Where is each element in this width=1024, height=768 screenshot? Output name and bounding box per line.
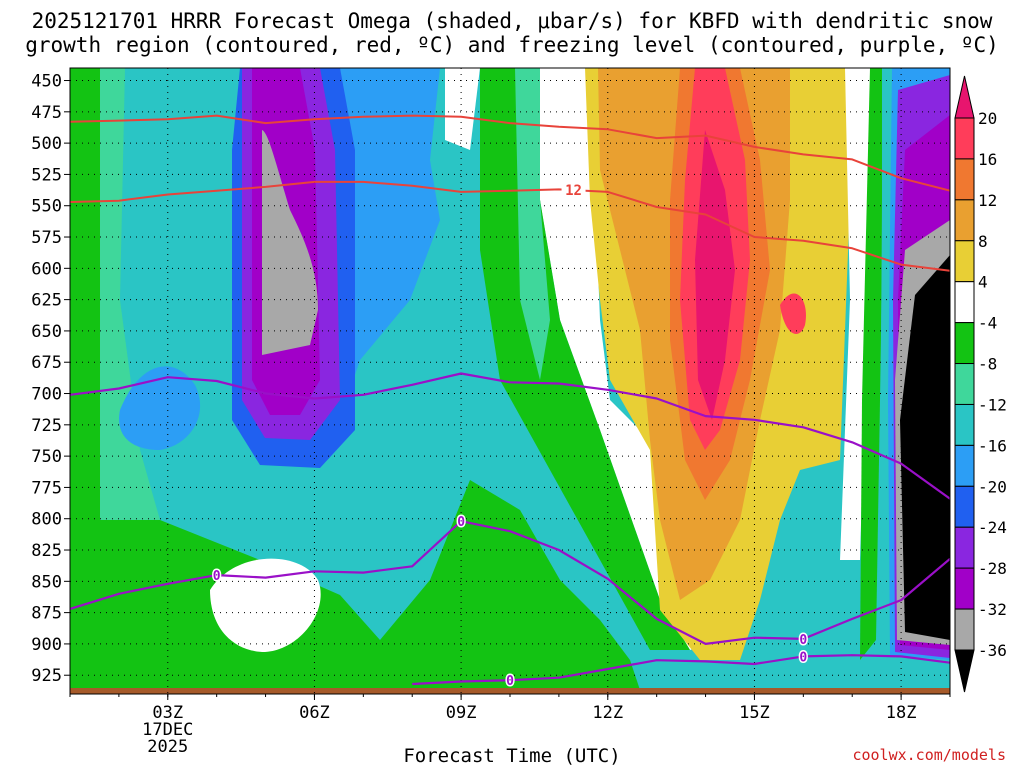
colorbar-segment bbox=[954, 199, 975, 242]
colorbar-label: -20 bbox=[978, 477, 1007, 496]
x-tick-label: 06Z bbox=[299, 703, 330, 723]
y-axis: 450 475 500 525 550 575 600 625 650 675 700 725 750 7… bbox=[31, 72, 70, 686]
freezing-contour-3 bbox=[412, 654, 950, 686]
freezing-contour-label: 0 bbox=[213, 569, 221, 584]
dgz-contour-1 bbox=[70, 114, 950, 192]
colorbar-label: 4 bbox=[978, 273, 988, 292]
omega-light-blue-1 bbox=[119, 366, 201, 450]
omega-shading bbox=[70, 68, 950, 694]
colorbar-label: -16 bbox=[978, 436, 1007, 455]
y-tick-label: 675 bbox=[31, 353, 62, 373]
freezing-contour-label: 0 bbox=[799, 633, 807, 648]
y-tick-label: 925 bbox=[31, 666, 62, 686]
colorbar-segment bbox=[954, 485, 975, 528]
ground-strip bbox=[70, 688, 950, 694]
y-tick-label: 575 bbox=[31, 228, 62, 248]
y-tick-label: 450 bbox=[31, 72, 62, 92]
chart-contours: 12 0 0 0 0 0 bbox=[70, 114, 950, 691]
colorbar-label: 12 bbox=[978, 191, 997, 210]
y-tick-label: 775 bbox=[31, 478, 62, 498]
chart-title-line-1: 2025121701 HRRR Forecast Omega (shaded, … bbox=[31, 9, 993, 33]
colorbar-segment bbox=[954, 322, 975, 365]
colorbar-label: -24 bbox=[978, 518, 1007, 537]
colorbar-bottom-arrow bbox=[954, 649, 975, 693]
y-tick-label: 825 bbox=[31, 541, 62, 561]
colorbar-label: 20 bbox=[978, 109, 997, 128]
colorbar-segment bbox=[954, 363, 975, 405]
colorbar-segment bbox=[954, 526, 975, 569]
freezing-contour-label: 0 bbox=[506, 674, 514, 689]
dgz-contour-2 bbox=[70, 180, 950, 272]
colorbar-label: -8 bbox=[978, 355, 997, 374]
colorbar-label: 16 bbox=[978, 150, 997, 169]
y-tick-label: 650 bbox=[31, 322, 62, 342]
y-tick-label: 475 bbox=[31, 103, 62, 123]
y-tick-label: 700 bbox=[31, 385, 62, 405]
y-tick-label: 600 bbox=[31, 259, 62, 279]
dgz-contour-label: 12 bbox=[565, 183, 582, 199]
omega-pink-core bbox=[695, 130, 735, 420]
chart-gridlines bbox=[70, 68, 950, 694]
date-label-line-2: 2025 bbox=[147, 737, 188, 757]
y-tick-label: 850 bbox=[31, 572, 62, 592]
y-tick-label: 800 bbox=[31, 510, 62, 530]
colorbar-label: -28 bbox=[978, 559, 1007, 578]
colorbar-label: 8 bbox=[978, 232, 988, 251]
y-tick-label: 750 bbox=[31, 447, 62, 467]
freezing-contour-label: 0 bbox=[799, 650, 807, 665]
y-tick-label: 525 bbox=[31, 165, 62, 185]
colorbar-label: -32 bbox=[978, 600, 1007, 619]
colorbar-segment bbox=[954, 403, 975, 446]
colorbar-label: -36 bbox=[978, 641, 1007, 660]
omega-white-gap-12z bbox=[540, 68, 720, 650]
omega-black-right bbox=[900, 255, 950, 640]
y-tick-label: 900 bbox=[31, 635, 62, 655]
colorbar-segment bbox=[954, 117, 975, 160]
colorbar-label: -12 bbox=[978, 395, 1007, 414]
dgz-label-bg bbox=[561, 181, 586, 198]
omega-white-right bbox=[840, 68, 875, 560]
colorbar-segment bbox=[954, 281, 975, 324]
colorbar-segment bbox=[954, 608, 975, 651]
omega-band-green-bottom bbox=[90, 480, 640, 690]
omega-red-spot bbox=[780, 293, 806, 334]
x-tick-label: 03Z bbox=[152, 703, 183, 723]
x-tick-label: 09Z bbox=[446, 703, 477, 723]
x-tick-label: 15Z bbox=[739, 703, 770, 723]
colorbar-segment bbox=[954, 240, 975, 283]
colorbar: 20 16 12 8 4 -4 -8 -12 -16 -20 -24 -28 -32 -36 bbox=[954, 75, 1007, 693]
y-tick-label: 500 bbox=[31, 134, 62, 154]
y-tick-label: 550 bbox=[31, 197, 62, 217]
freezing-contour-2 bbox=[70, 520, 950, 646]
colorbar-segment bbox=[954, 158, 975, 201]
freezing-contour-1 bbox=[70, 372, 950, 500]
x-tick-label: 12Z bbox=[592, 703, 623, 723]
colorbar-top-arrow bbox=[954, 75, 975, 119]
colorbar-label: -4 bbox=[978, 314, 997, 333]
omega-white-hole bbox=[210, 558, 321, 652]
y-tick-label: 725 bbox=[31, 416, 62, 436]
chart-title-line-2: growth region (contoured, red, ºC) and f… bbox=[25, 33, 999, 57]
x-axis-title: Forecast Time (UTC) bbox=[403, 745, 621, 767]
credit-text: coolwx.com/models bbox=[852, 746, 1006, 764]
colorbar-segment bbox=[954, 444, 975, 487]
freezing-contour-label: 0 bbox=[457, 515, 465, 530]
y-tick-label: 875 bbox=[31, 604, 62, 624]
date-label-line-1: 17DEC bbox=[142, 720, 193, 740]
omega-seafoam-band-mid bbox=[515, 68, 550, 380]
colorbar-segment bbox=[954, 567, 975, 610]
omega-green-right bbox=[860, 68, 885, 660]
omega-white-gap-09z bbox=[445, 68, 480, 150]
x-tick-label: 18Z bbox=[886, 703, 917, 723]
y-tick-label: 625 bbox=[31, 291, 62, 311]
